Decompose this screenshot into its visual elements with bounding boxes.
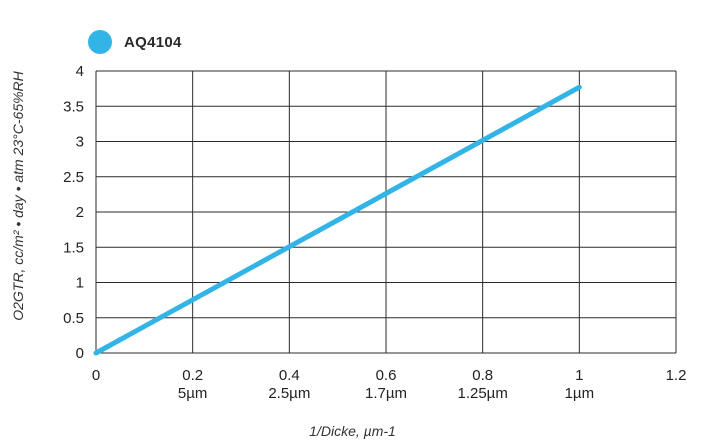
legend-marker [88,30,112,54]
y-tick-label: 0.5 [63,310,84,327]
x-tick-label: 1 [575,367,583,384]
x-tick-label: 1.2 [666,367,687,384]
x-tick-label: 0.6 [376,367,397,384]
x-tick-label: 0 [92,367,100,384]
y-axis-label-wrap: O2GTR, cc/m² • day • atm 23°C-65%RH [0,0,36,392]
x-tick-label: 0.8 [472,367,493,384]
y-axis-label: O2GTR, cc/m² • day • atm 23°C-65%RH [10,71,26,321]
series-line [93,84,582,356]
x-tick-sublabel: 1µm [565,385,594,402]
y-tick-label: 1.5 [63,239,84,256]
y-tick-label: 0 [76,345,84,362]
legend-label: AQ4104 [124,33,182,51]
y-tick-label: 2.5 [63,169,84,186]
y-tick-label: 4 [76,63,84,80]
x-tick-sublabel: 5µm [178,385,207,402]
x-tick-sublabel: 2.5µm [268,385,310,402]
x-tick-sublabel: 1.7µm [365,385,407,402]
y-tick-label: 2 [76,204,84,221]
x-tick-label: 0.2 [182,367,203,384]
y-tick-label: 3.5 [63,98,84,115]
x-tick-label: 0.4 [279,367,300,384]
y-tick-label: 3 [76,134,84,151]
y-tick-label: 1 [76,275,84,292]
x-tick-sublabel: 1.25µm [457,385,507,402]
legend: AQ4104 [88,30,182,54]
x-axis-label: 1/Dicke, µm-1 [309,423,396,439]
